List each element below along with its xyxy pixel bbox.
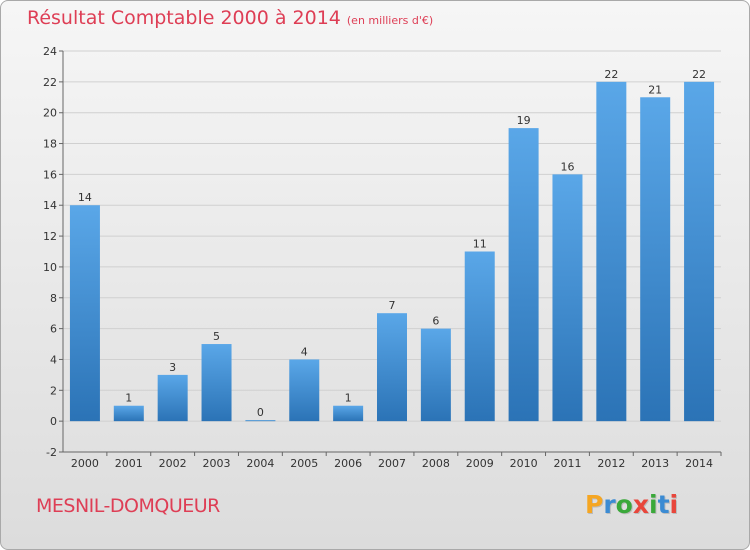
- data-label-2013: 21: [648, 83, 662, 96]
- logo-letter: x: [632, 490, 649, 519]
- bar-2002: [157, 374, 188, 422]
- title-text: Résultat Comptable 2000 à 2014: [27, 7, 341, 29]
- y-tick-label: 14: [43, 199, 57, 212]
- data-label-2012: 22: [604, 68, 618, 81]
- bar-2004: [245, 420, 276, 422]
- y-tick-label: 10: [43, 261, 57, 274]
- data-label-2014: 22: [692, 68, 706, 81]
- y-tick-label: 24: [43, 45, 57, 58]
- x-tick-label-2010: 2010: [510, 457, 538, 470]
- logo-letter: o: [615, 490, 633, 519]
- data-label-2001: 1: [125, 392, 132, 405]
- bar-2008: [420, 328, 451, 422]
- bar-2012: [596, 81, 627, 422]
- logo-letter: i: [649, 490, 658, 519]
- data-label-2005: 4: [301, 345, 308, 358]
- y-tick-label: 20: [43, 107, 57, 120]
- bar-2010: [508, 128, 539, 422]
- bar-2006: [333, 405, 364, 422]
- data-label-2000: 14: [78, 191, 92, 204]
- y-tick-label: 16: [43, 168, 57, 181]
- y-tick-label: -2: [46, 446, 57, 459]
- bar-2001: [113, 405, 144, 422]
- logo-letter: t: [657, 490, 670, 519]
- title-unit: (en milliers d'€): [346, 14, 434, 27]
- x-tick-label-2001: 2001: [115, 457, 143, 470]
- bar-2013: [640, 97, 671, 422]
- x-tick-label-2011: 2011: [553, 457, 581, 470]
- data-label-2006: 1: [345, 392, 352, 405]
- data-label-2002: 3: [169, 361, 176, 374]
- bars: [69, 81, 715, 422]
- bar-2005: [289, 359, 320, 422]
- x-tick-label-2013: 2013: [641, 457, 669, 470]
- y-tick-label: 4: [50, 353, 57, 366]
- data-label-2007: 7: [389, 299, 396, 312]
- x-tick-label-2002: 2002: [159, 457, 187, 470]
- logo-letter: i: [669, 490, 679, 519]
- commune-name: MESNIL-DOMQUEUR: [36, 495, 220, 517]
- data-label-2009: 11: [473, 238, 487, 251]
- x-tick-label-2012: 2012: [597, 457, 625, 470]
- data-labels: 14 1 3 5 0 4 1 7 6 11 19 16 22 21 22: [78, 68, 706, 419]
- y-tick-label: 0: [50, 415, 57, 428]
- x-tick-label-2009: 2009: [466, 457, 494, 470]
- bar-2011: [552, 174, 583, 422]
- chart-title: Résultat Comptable 2000 à 2014 (en millie…: [27, 7, 433, 29]
- x-tick-label-2004: 2004: [246, 457, 274, 470]
- y-tick-label: 22: [43, 76, 57, 89]
- bar-2014: [684, 81, 715, 422]
- x-tick-label-2006: 2006: [334, 457, 362, 470]
- y-tick-label: 2: [50, 384, 57, 397]
- y-tick-label: 18: [43, 138, 57, 151]
- x-tick-label-2014: 2014: [685, 457, 713, 470]
- y-tick-label: 12: [43, 230, 57, 243]
- logo-letter: r: [603, 490, 616, 519]
- x-tick-label-2008: 2008: [422, 457, 450, 470]
- data-label-2011: 16: [560, 160, 574, 173]
- bar-2009: [464, 251, 495, 422]
- data-label-2010: 19: [517, 114, 531, 127]
- data-label-2004: 0: [257, 406, 264, 419]
- bar-2000: [69, 205, 100, 422]
- data-label-2008: 6: [432, 315, 439, 328]
- logo-letter: P: [585, 490, 604, 519]
- bar-2003: [201, 344, 232, 422]
- x-tick-label-2000: 2000: [71, 457, 99, 470]
- y-tick-label: 6: [50, 323, 57, 336]
- data-label-2003: 5: [213, 330, 220, 343]
- x-tick-label-2003: 2003: [203, 457, 231, 470]
- proxiti-logo: Proxiti: [585, 490, 678, 519]
- x-tick-label-2005: 2005: [290, 457, 318, 470]
- x-tick-label-2007: 2007: [378, 457, 406, 470]
- y-tick-label: 8: [50, 292, 57, 305]
- bar-2007: [377, 313, 407, 422]
